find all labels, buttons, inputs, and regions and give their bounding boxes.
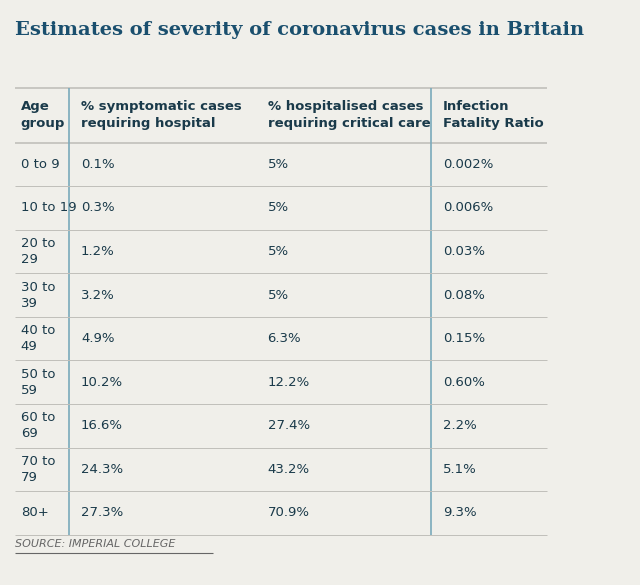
Text: 0.08%: 0.08% [443, 288, 485, 301]
Text: 60 to
69: 60 to 69 [20, 411, 55, 441]
Text: Estimates of severity of coronavirus cases in Britain: Estimates of severity of coronavirus cas… [15, 22, 584, 39]
Text: 40 to
49: 40 to 49 [20, 324, 55, 353]
Text: SOURCE: IMPERIAL COLLEGE: SOURCE: IMPERIAL COLLEGE [15, 539, 175, 549]
Text: 3.2%: 3.2% [81, 288, 115, 301]
Text: 9.3%: 9.3% [443, 507, 477, 519]
Text: 30 to
39: 30 to 39 [20, 281, 55, 309]
Text: 70 to
79: 70 to 79 [20, 455, 55, 484]
Text: 12.2%: 12.2% [268, 376, 310, 388]
Text: Infection
Fatality Ratio: Infection Fatality Ratio [443, 101, 544, 130]
Text: 0.002%: 0.002% [443, 158, 493, 171]
Text: 5%: 5% [268, 201, 289, 215]
Text: 2.2%: 2.2% [443, 419, 477, 432]
Text: 27.4%: 27.4% [268, 419, 310, 432]
Text: 4.9%: 4.9% [81, 332, 115, 345]
Text: 43.2%: 43.2% [268, 463, 310, 476]
Text: 0.15%: 0.15% [443, 332, 485, 345]
Text: 5%: 5% [268, 288, 289, 301]
Text: 50 to
59: 50 to 59 [20, 368, 55, 397]
Text: 16.6%: 16.6% [81, 419, 123, 432]
Text: 80+: 80+ [20, 507, 49, 519]
Text: 5%: 5% [268, 158, 289, 171]
Text: 20 to
29: 20 to 29 [20, 237, 55, 266]
Text: 0.60%: 0.60% [443, 376, 485, 388]
Text: 0.03%: 0.03% [443, 245, 485, 258]
Text: % symptomatic cases
requiring hospital: % symptomatic cases requiring hospital [81, 101, 242, 130]
Text: 70.9%: 70.9% [268, 507, 310, 519]
Text: 6.3%: 6.3% [268, 332, 301, 345]
Text: 5.1%: 5.1% [443, 463, 477, 476]
Text: 27.3%: 27.3% [81, 507, 124, 519]
Text: 0.006%: 0.006% [443, 201, 493, 215]
Text: 1.2%: 1.2% [81, 245, 115, 258]
Text: 10 to 19: 10 to 19 [20, 201, 76, 215]
Text: 5%: 5% [268, 245, 289, 258]
Text: Age
group: Age group [20, 101, 65, 130]
Text: 10.2%: 10.2% [81, 376, 123, 388]
Text: % hospitalised cases
requiring critical care: % hospitalised cases requiring critical … [268, 101, 430, 130]
Text: 24.3%: 24.3% [81, 463, 123, 476]
Text: 0.1%: 0.1% [81, 158, 115, 171]
Text: 0.3%: 0.3% [81, 201, 115, 215]
Text: 0 to 9: 0 to 9 [20, 158, 60, 171]
